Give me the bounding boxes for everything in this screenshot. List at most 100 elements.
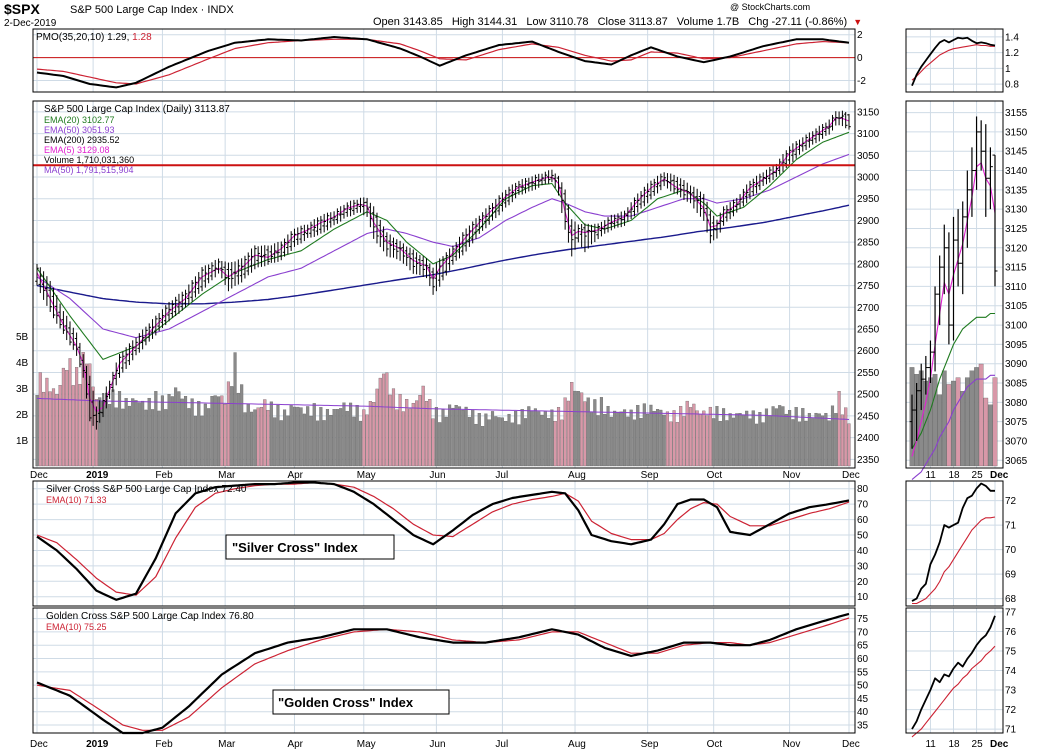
volume-bar <box>474 423 478 467</box>
volume-bar <box>467 417 471 467</box>
watermark: @ StockCharts.com <box>730 2 810 12</box>
volume-tick-label: 1B <box>16 436 29 447</box>
volume-bar <box>781 406 785 467</box>
volume-bar <box>692 403 696 467</box>
volume-bar <box>243 412 247 467</box>
volume-bar <box>490 411 495 467</box>
pmo-legend: PMO(35,20,10) 1.29, 1.28 <box>36 32 152 43</box>
price-y-tick-label: 2650 <box>857 325 880 336</box>
silver-y-tick-label: 80 <box>857 484 869 495</box>
zoom-price-y-tick-label: 3105 <box>1005 301 1028 312</box>
volume-bar <box>596 415 600 467</box>
volume-bar <box>388 394 392 467</box>
volume-bar <box>523 418 528 467</box>
volume-bar <box>71 385 75 467</box>
volume-bar <box>157 410 161 467</box>
golden-y-tick-label: 55 <box>857 667 869 678</box>
price-title: S&P 500 Large Cap Index (Daily) 3113.87 <box>44 104 230 115</box>
volume-bar <box>164 409 168 467</box>
volume-bar <box>378 377 382 467</box>
volume-bar <box>131 398 135 467</box>
zoom-golden-panel <box>905 607 1004 734</box>
volume-bar <box>764 408 769 467</box>
price-y-tick-label: 2350 <box>857 455 880 466</box>
volume-bar <box>127 405 131 467</box>
price-legend-entry: EMA(50) 3051.93 <box>44 125 115 135</box>
bottom-x-tick-label: 2019 <box>86 739 109 750</box>
volume-bar <box>358 420 363 467</box>
volume-bar <box>309 415 313 467</box>
price-legend-entry: EMA(5) 3129.08 <box>44 145 110 155</box>
bottom-x-tick-label: Feb <box>155 739 173 750</box>
volume-bar <box>669 421 673 467</box>
volume-bar <box>150 409 155 467</box>
volume-bar <box>580 392 584 467</box>
price-y-tick-label: 3100 <box>857 129 880 140</box>
silver-annotation-box <box>225 534 395 560</box>
price-y-tick-label: 2850 <box>857 238 880 249</box>
volume-bar <box>372 402 376 467</box>
zoom-volume-bar <box>955 377 961 467</box>
volume-bar <box>454 405 458 467</box>
volume-bar <box>738 413 742 467</box>
bottom-x-tick-label: Aug <box>568 739 586 750</box>
volume-bar <box>38 372 42 467</box>
zoom-pmo-panel <box>905 28 1004 93</box>
volume-bar <box>78 384 82 467</box>
zoom-volume-bar <box>941 370 947 467</box>
volume-bar <box>187 408 191 467</box>
volume-bar <box>712 418 716 467</box>
volume-bar <box>408 408 412 467</box>
volume-bar <box>556 407 561 467</box>
price-y-tick-label: 2500 <box>857 390 880 401</box>
volume-bar <box>269 401 273 467</box>
zoom-volume-bar <box>969 370 975 467</box>
price-y-tick-label: 3050 <box>857 151 880 162</box>
volume-bar <box>154 391 158 467</box>
volume-bar <box>335 409 339 467</box>
volume-bar <box>725 420 729 467</box>
x-tick-label: Dec <box>30 470 48 481</box>
golden-y-tick-label: 70 <box>857 627 869 638</box>
chart-date: 2-Dec-2019 <box>4 18 57 29</box>
x-tick-label: Apr <box>287 470 303 481</box>
volume-bar <box>283 409 287 467</box>
volume-bar <box>649 404 653 467</box>
zoom-golden-y-tick-label: 75 <box>1005 646 1017 657</box>
golden-panel <box>32 607 856 734</box>
zoom-volume-bar <box>960 391 966 467</box>
volume-bar <box>616 411 620 467</box>
volume-bar <box>639 418 643 467</box>
volume-bar <box>108 404 112 467</box>
bottom-x-tick-label: Dec <box>30 739 48 750</box>
volume-bar <box>715 406 719 467</box>
pmo-y-tick-label: 0 <box>857 53 863 64</box>
volume-bar <box>349 402 353 467</box>
volume-bar <box>695 410 699 467</box>
volume-bar <box>207 408 211 467</box>
zoom-silver-y-tick-label: 71 <box>1005 521 1017 532</box>
volume-bar <box>167 394 171 467</box>
volume-bar <box>484 413 488 467</box>
volume-bar <box>183 396 188 467</box>
pmo-y-tick-label: -2 <box>857 76 866 87</box>
zoom-price-ema50-line <box>911 374 995 481</box>
volume-bar <box>586 397 590 467</box>
volume-bar <box>117 391 122 467</box>
index-name: S&P 500 Large Cap Index · INDX <box>70 4 234 16</box>
pmo-panel <box>32 28 856 93</box>
price-y-tick-label: 2800 <box>857 259 880 270</box>
volume-bar <box>527 406 531 467</box>
x-tick-label: Nov <box>783 470 801 481</box>
symbol: $SPX <box>4 1 40 17</box>
x-tick-label: Jun <box>429 470 445 481</box>
price-ema50-line <box>36 153 850 339</box>
volume-bar <box>659 409 663 467</box>
volume-bar <box>774 408 778 467</box>
volume-bar <box>537 411 541 467</box>
zoom-price-y-tick-label: 3145 <box>1005 147 1028 158</box>
volume-bar <box>332 409 336 467</box>
volume-bar <box>613 410 617 467</box>
volume-bar <box>312 403 316 467</box>
